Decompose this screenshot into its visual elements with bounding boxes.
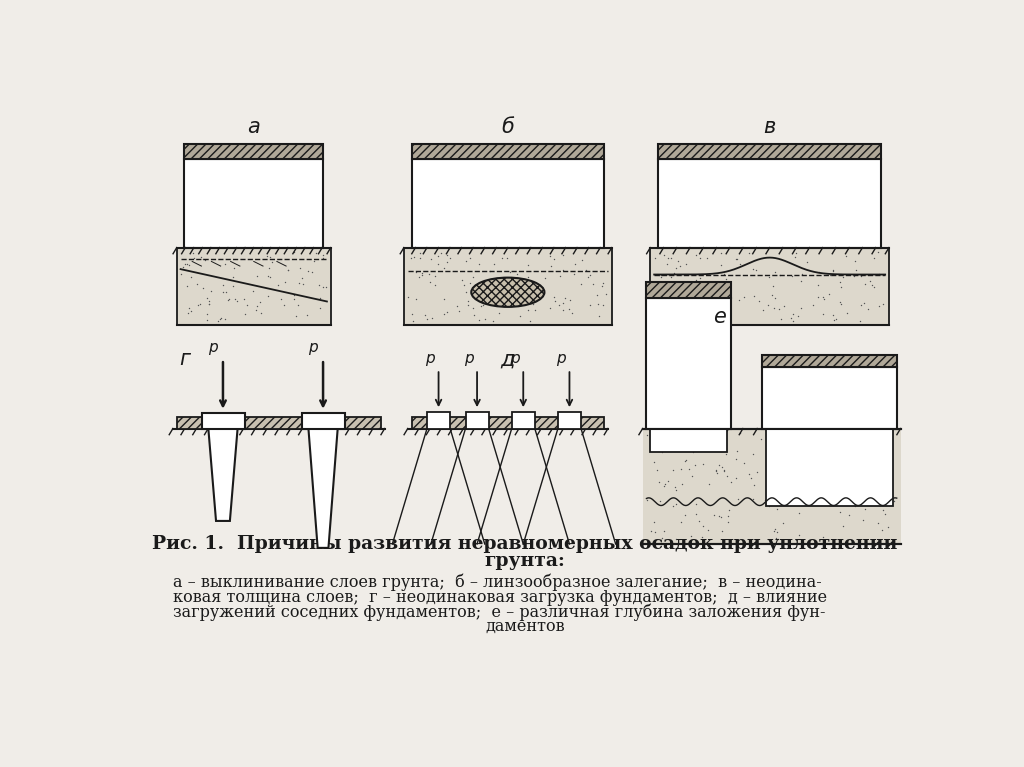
Ellipse shape [471,278,545,307]
Bar [202,413,245,429]
Text: р: р [425,351,435,366]
Bar [403,248,611,324]
Bar [762,355,897,367]
Text: р: р [308,341,317,355]
Bar [177,248,331,324]
Polygon shape [308,429,338,548]
Text: ковая толщина слоев;  г – неодинаковая загрузка фундаментов;  д – влияние: ковая толщина слоев; г – неодинаковая за… [173,588,827,606]
Bar [412,159,604,248]
Bar [512,412,535,429]
Text: в: в [764,117,776,137]
Bar [184,159,323,248]
Bar [766,429,893,505]
Bar [658,143,882,159]
Bar [412,143,604,159]
Bar [558,412,581,429]
Text: загружений соседних фундаментов;  е – различная глубина заложения фун-: загружений соседних фундаментов; е – раз… [173,603,825,621]
Text: грунта:: грунта: [484,552,565,570]
Text: д: д [501,349,515,369]
Bar [177,417,381,429]
Bar [650,248,889,324]
Bar [646,298,731,429]
Bar [184,143,323,159]
Text: р: р [464,351,473,366]
Text: Рис. 1.  Причины развития неравномерных осадок при уплотнении: Рис. 1. Причины развития неравномерных о… [153,535,897,553]
Text: р: р [556,351,566,366]
Bar [646,282,731,298]
Text: а: а [248,117,260,137]
Text: р: р [510,351,519,366]
Bar [466,412,488,429]
Bar [762,367,897,429]
Bar [650,429,727,452]
Text: б: б [502,117,514,137]
Text: е: е [713,307,726,327]
Text: г: г [179,349,190,369]
Bar [412,417,604,429]
Bar [658,159,882,248]
Bar [427,412,451,429]
Bar [302,413,345,429]
Text: даментов: даментов [485,618,564,635]
Text: а – выклинивание слоев грунта;  б – линзообразное залегание;  в – неодина-: а – выклинивание слоев грунта; б – линзо… [173,574,821,591]
Text: р: р [208,341,218,355]
Polygon shape [208,429,238,521]
Bar [643,429,900,544]
